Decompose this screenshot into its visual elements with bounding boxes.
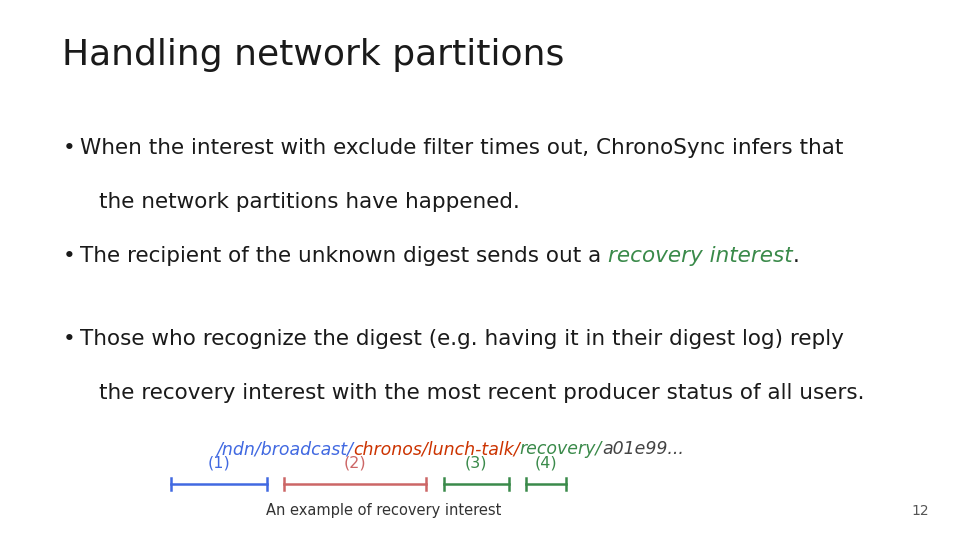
Text: The recipient of the unknown digest sends out a: The recipient of the unknown digest send… [80,246,608,266]
Text: (2): (2) [344,455,367,470]
Text: chronos/lunch-talk/: chronos/lunch-talk/ [353,440,519,458]
Text: •: • [62,246,75,266]
Text: (4): (4) [535,455,558,470]
Text: (1): (1) [207,455,230,470]
Text: a01e99...: a01e99... [602,440,684,458]
Text: •: • [62,138,75,158]
Text: the recovery interest with the most recent producer status of all users.: the recovery interest with the most rece… [99,383,864,403]
Text: the network partitions have happened.: the network partitions have happened. [99,192,519,212]
Text: Handling network partitions: Handling network partitions [62,38,564,72]
Text: (3): (3) [465,455,488,470]
Text: Those who recognize the digest (e.g. having it in their digest log) reply: Those who recognize the digest (e.g. hav… [80,329,844,349]
Text: /ndn/broadcast/: /ndn/broadcast/ [216,440,353,458]
Text: An example of recovery interest: An example of recovery interest [266,503,502,518]
Text: recovery interest: recovery interest [608,246,792,266]
Text: recovery/: recovery/ [519,440,602,458]
Text: When the interest with exclude filter times out, ChronoSync infers that: When the interest with exclude filter ti… [80,138,843,158]
Text: .: . [792,246,800,266]
Text: •: • [62,329,75,349]
Text: 12: 12 [912,504,929,518]
